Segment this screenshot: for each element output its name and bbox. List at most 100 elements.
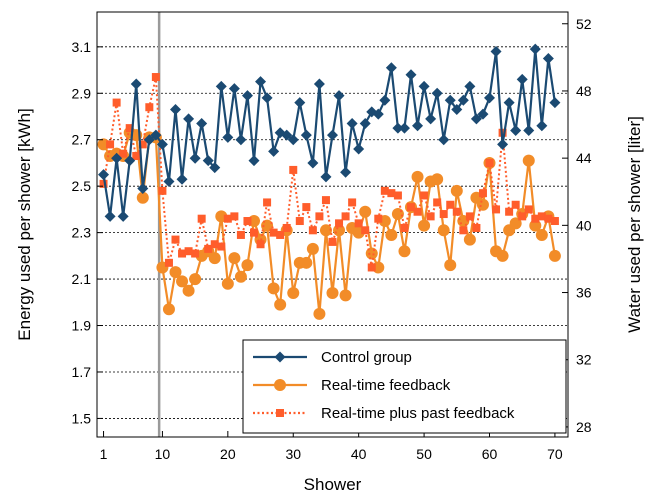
data-point bbox=[197, 214, 206, 223]
data-point bbox=[392, 122, 404, 134]
data-point bbox=[485, 158, 494, 167]
legend-label: Real-time feedback bbox=[321, 377, 451, 394]
data-point bbox=[313, 307, 326, 320]
data-point bbox=[306, 242, 319, 255]
x-tick-label: 40 bbox=[351, 446, 367, 462]
legend-marker bbox=[274, 351, 286, 363]
data-point bbox=[132, 151, 141, 160]
data-point bbox=[544, 214, 553, 223]
data-point bbox=[315, 212, 324, 221]
data-point bbox=[294, 97, 306, 109]
legend-item-control-group: Control group bbox=[253, 349, 412, 366]
data-point bbox=[359, 117, 371, 129]
data-point bbox=[464, 80, 476, 92]
data-point bbox=[420, 191, 429, 200]
x-tick-label: 50 bbox=[416, 446, 432, 462]
data-point bbox=[302, 203, 311, 212]
data-point bbox=[535, 228, 548, 241]
data-point bbox=[335, 219, 344, 228]
data-point bbox=[163, 176, 175, 188]
y-right-tick-label: 48 bbox=[576, 83, 592, 99]
data-point bbox=[176, 173, 188, 185]
data-point bbox=[241, 90, 253, 102]
data-point bbox=[151, 73, 160, 82]
data-point bbox=[255, 76, 267, 88]
x-tick-label: 1 bbox=[100, 446, 108, 462]
data-point bbox=[209, 162, 221, 174]
data-point bbox=[243, 217, 252, 226]
data-point bbox=[413, 207, 422, 216]
data-point bbox=[164, 258, 173, 267]
data-point bbox=[542, 52, 554, 64]
data-point bbox=[313, 78, 325, 90]
x-axis-label: Shower bbox=[304, 475, 362, 494]
data-point bbox=[463, 233, 476, 246]
data-point bbox=[431, 87, 443, 99]
data-point bbox=[437, 224, 450, 237]
legend-label: Real-time plus past feedback bbox=[321, 405, 515, 422]
data-point bbox=[433, 198, 442, 207]
legend-marker bbox=[274, 379, 286, 391]
data-point bbox=[359, 205, 372, 218]
data-point bbox=[446, 200, 455, 209]
data-point bbox=[241, 259, 254, 272]
data-point bbox=[319, 224, 332, 237]
data-point bbox=[184, 247, 193, 256]
data-point bbox=[124, 155, 136, 167]
data-point bbox=[478, 189, 487, 198]
data-point bbox=[407, 203, 415, 212]
data-point bbox=[412, 120, 424, 132]
data-point bbox=[162, 303, 175, 316]
y-right-tick-label: 40 bbox=[576, 217, 592, 233]
data-point bbox=[472, 223, 481, 232]
data-point bbox=[380, 186, 389, 195]
data-point bbox=[178, 249, 187, 258]
data-point bbox=[99, 179, 108, 188]
data-point bbox=[326, 287, 339, 300]
data-point bbox=[222, 131, 234, 143]
legend-label: Control group bbox=[321, 349, 412, 366]
data-point bbox=[256, 240, 265, 249]
data-point bbox=[202, 155, 214, 167]
data-point bbox=[320, 171, 332, 183]
data-point bbox=[348, 198, 357, 207]
data-point bbox=[276, 230, 285, 239]
x-tick-label: 20 bbox=[220, 446, 236, 462]
data-point bbox=[321, 196, 330, 205]
y-left-tick-label: 2.7 bbox=[72, 132, 92, 148]
y-axis-left: 1.5 1.7 1.9 2.1 2.3 2.5 2.7 2.9 3.1 bbox=[72, 39, 103, 426]
data-point bbox=[119, 149, 128, 158]
data-point bbox=[250, 228, 258, 237]
data-point bbox=[263, 198, 272, 207]
data-point bbox=[438, 134, 450, 146]
data-point bbox=[295, 217, 304, 226]
data-point bbox=[308, 226, 317, 235]
x-tick-label: 60 bbox=[482, 446, 498, 462]
data-point bbox=[111, 152, 123, 164]
y-left-tick-label: 1.7 bbox=[72, 364, 92, 380]
data-point bbox=[234, 270, 247, 283]
data-point bbox=[393, 191, 402, 200]
data-point bbox=[235, 134, 247, 146]
data-point bbox=[405, 69, 417, 81]
y-left-tick-label: 1.9 bbox=[72, 318, 92, 334]
data-point bbox=[217, 242, 226, 251]
data-point bbox=[452, 207, 461, 216]
data-point bbox=[287, 134, 299, 146]
data-point bbox=[385, 62, 397, 74]
data-point bbox=[136, 191, 149, 204]
data-point bbox=[522, 154, 535, 167]
data-point bbox=[391, 208, 404, 221]
data-point bbox=[374, 214, 383, 223]
data-point bbox=[158, 186, 167, 195]
data-point bbox=[550, 217, 559, 226]
data-point bbox=[361, 226, 370, 235]
data-point bbox=[496, 249, 509, 262]
data-point bbox=[230, 212, 239, 221]
data-point bbox=[503, 97, 515, 109]
data-point bbox=[221, 277, 234, 290]
data-point bbox=[138, 140, 147, 149]
y-right-tick-label: 44 bbox=[576, 150, 592, 166]
series-control-group bbox=[98, 43, 561, 222]
legend-item-real-time-plus-past-feedback: Real-time plus past feedback bbox=[253, 405, 515, 422]
